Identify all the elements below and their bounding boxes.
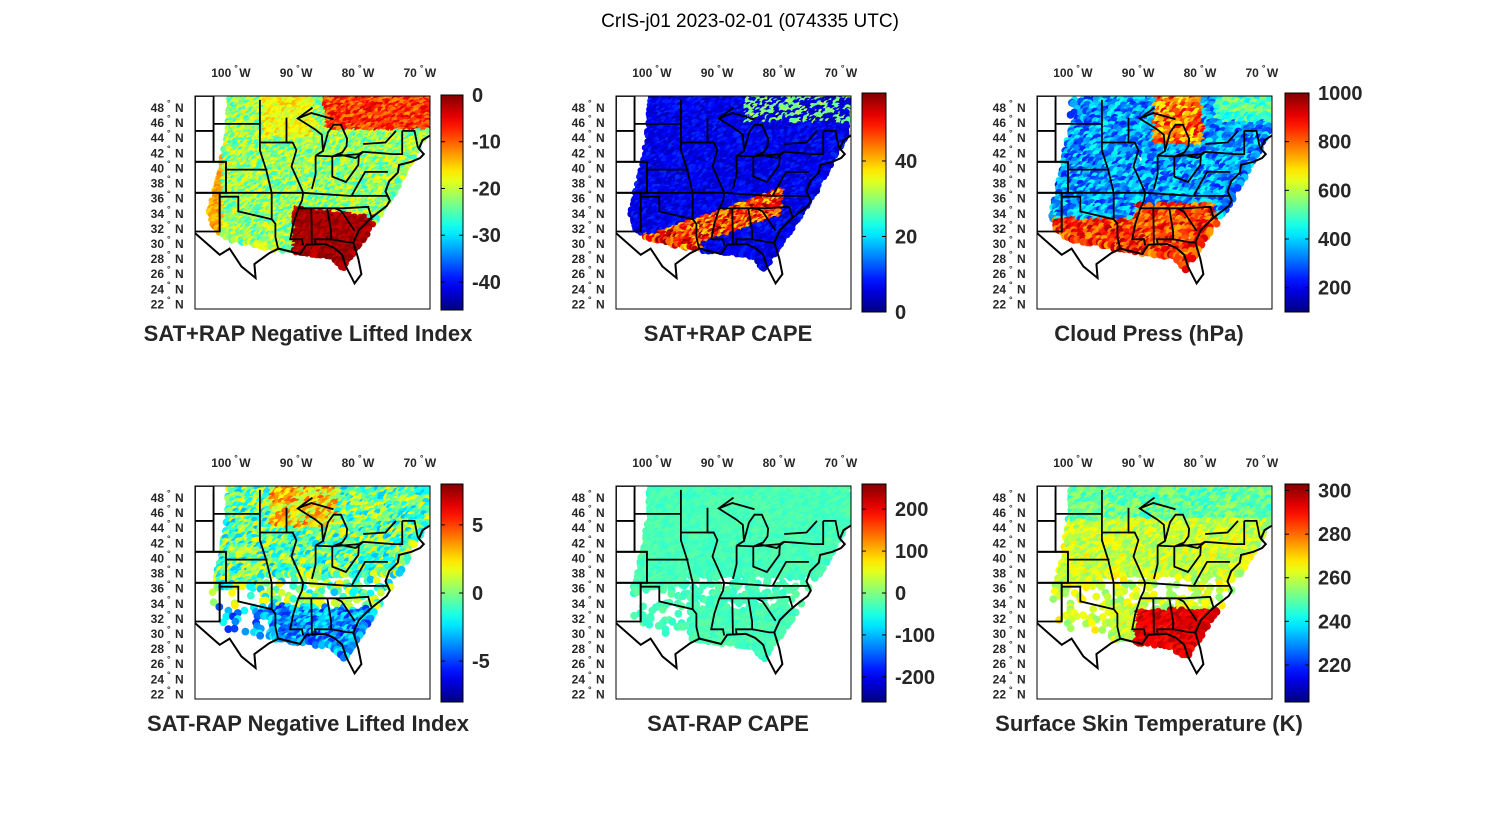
panels: 100 ° W 90 ° W 80 ° W 70 ° W48 ° N46 ° N44 ° N42 ° N40 ° N38 °… <box>144 63 1363 736</box>
map-panel: 100 ° W 90 ° W 80 ° W 70 ° W48 ° N46 ° N44 ° N42 ° N40 ° N38 °… <box>572 63 918 346</box>
lon-tick-label: 70 ° W <box>403 63 436 80</box>
lon-tick-label: 90 ° W <box>280 63 313 80</box>
colorbar-tick-label: -10 <box>472 132 501 154</box>
state-outline <box>195 130 215 163</box>
lat-tick-label: 22 ° N <box>151 294 184 311</box>
data-point <box>303 250 311 257</box>
lon-tick-label: 80 ° W <box>342 63 375 80</box>
colorbar: 0 -10 -20 -30 -40 <box>440 85 501 311</box>
colorbar-tick-label: 0 <box>472 85 483 107</box>
state-line <box>310 208 313 245</box>
colorbar-tick-label: -30 <box>472 225 501 247</box>
lon-tick-label: 100 ° W <box>211 63 251 80</box>
panel-title: SAT+RAP Negative Lifted Index <box>144 321 473 346</box>
figure-title: CrIS-j01 2023-02-01 (074335 UTC) <box>601 11 899 32</box>
state-outline <box>195 96 215 132</box>
colorbar-scale <box>440 94 464 311</box>
colorbar-tick-label: -20 <box>472 178 501 200</box>
colorbar-tick-label: -40 <box>472 272 501 294</box>
map-panel: 100 ° W 90 ° W 80 ° W 70 ° W48 ° N46 ° N44 ° N42 ° N40 ° N38 °… <box>144 63 501 346</box>
